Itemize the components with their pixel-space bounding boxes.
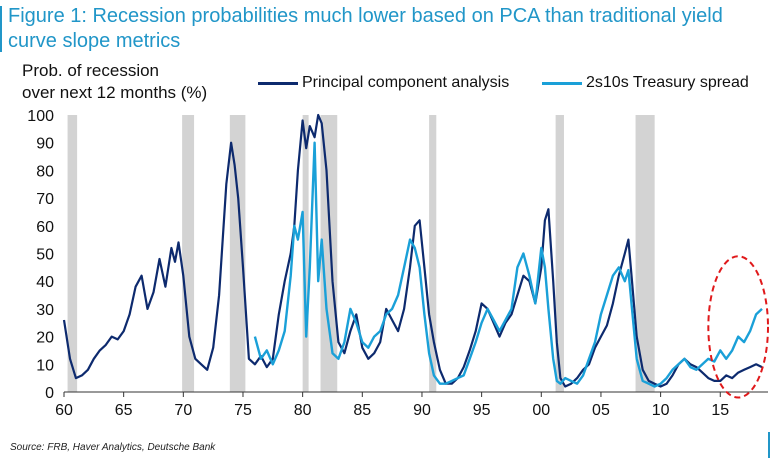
recession-band-1 xyxy=(182,115,195,392)
x-tick-70: 70 xyxy=(174,402,192,419)
series-line-spread xyxy=(253,141,763,388)
y-tick-20: 20 xyxy=(36,330,54,347)
figure-title: Figure 1: Recession probabilities much l… xyxy=(8,5,723,52)
y-tick-60: 60 xyxy=(36,219,54,236)
x-tick-80: 80 xyxy=(294,402,312,419)
x-tick-75: 75 xyxy=(234,402,252,419)
x-tick-15: 15 xyxy=(711,402,729,419)
series-line-pca xyxy=(62,113,763,388)
corner-accent-mark xyxy=(768,432,770,458)
y-tick-70: 70 xyxy=(36,191,54,208)
legend-label-pca: Principal component analysis xyxy=(302,74,510,91)
y-tick-90: 90 xyxy=(36,136,54,153)
y-tick-10: 10 xyxy=(36,357,54,374)
y-tick-100: 100 xyxy=(27,108,54,125)
highlight-ellipse xyxy=(707,255,770,399)
title-accent-bar xyxy=(0,6,2,52)
x-tick-95: 95 xyxy=(473,402,491,419)
y-tick-50: 50 xyxy=(36,247,54,264)
recession-band-3 xyxy=(302,115,309,392)
legend-swatch-spread xyxy=(542,81,582,85)
x-tick-00: 00 xyxy=(532,402,550,419)
y-tick-30: 30 xyxy=(36,302,54,319)
y-axis-label-line-1: Prob. of recession xyxy=(22,61,160,80)
x-tick-05: 05 xyxy=(592,402,610,419)
recession-band-7 xyxy=(635,115,655,392)
legend-label-spread: 2s10s Treasury spread xyxy=(586,74,749,91)
source-note: Source: FRB, Haver Analytics, Deutsche B… xyxy=(10,442,216,453)
x-tick-90: 90 xyxy=(413,402,431,419)
y-tick-80: 80 xyxy=(36,163,54,180)
y-tick-0: 0 xyxy=(45,385,54,402)
x-tick-65: 65 xyxy=(115,402,133,419)
y-tick-40: 40 xyxy=(36,274,54,291)
recession-band-5 xyxy=(429,115,437,392)
x-tick-85: 85 xyxy=(353,402,371,419)
recession-band-6 xyxy=(555,115,564,392)
recession-band-0 xyxy=(67,115,78,392)
y-axis-label: Prob. of recession over next 12 months (… xyxy=(22,60,207,104)
x-tick-60: 60 xyxy=(55,402,73,419)
recession-band-4 xyxy=(320,115,338,392)
x-tick-10: 10 xyxy=(652,402,670,419)
legend-item-spread: 2s10s Treasury spread xyxy=(542,74,749,92)
recession-band-2 xyxy=(229,115,246,392)
legend-item-pca: Principal component analysis xyxy=(258,74,509,92)
legend-swatch-pca xyxy=(258,81,298,85)
y-axis-label-line-2: over next 12 months (%) xyxy=(22,83,208,102)
